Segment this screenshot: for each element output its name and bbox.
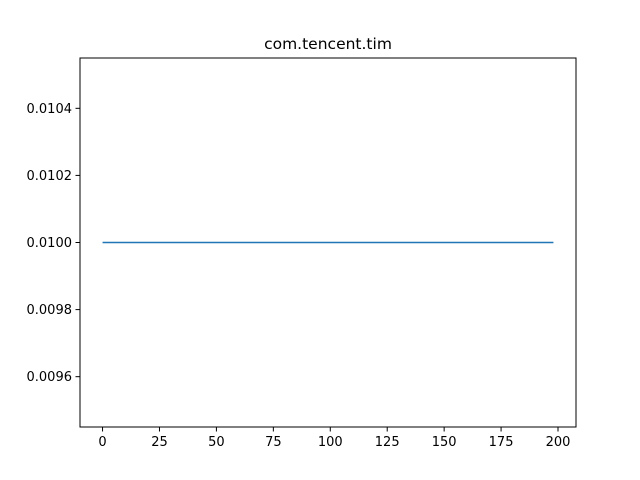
x-tick-label: 200 [546, 435, 571, 450]
y-tick-label: 0.0096 [27, 370, 73, 385]
y-tick-label: 0.0098 [27, 303, 73, 318]
x-tick-label: 150 [432, 435, 457, 450]
x-axis: 0 25 50 75 100 125 150 175 200 [98, 427, 570, 450]
y-tick-label: 0.0100 [27, 236, 73, 251]
x-tick-label: 75 [265, 435, 282, 450]
y-axis: 0.0096 0.0098 0.0100 0.0102 0.0104 [27, 102, 80, 385]
x-tick-label: 100 [318, 435, 343, 450]
x-tick-label: 25 [151, 435, 168, 450]
x-tick-label: 0 [98, 435, 106, 450]
x-tick-label: 50 [208, 435, 225, 450]
x-tick-label: 175 [489, 435, 514, 450]
y-tick-label: 0.0102 [27, 169, 73, 184]
x-tick-label: 125 [375, 435, 400, 450]
y-tick-label: 0.0104 [27, 102, 73, 117]
chart-title: com.tencent.tim [264, 35, 392, 53]
